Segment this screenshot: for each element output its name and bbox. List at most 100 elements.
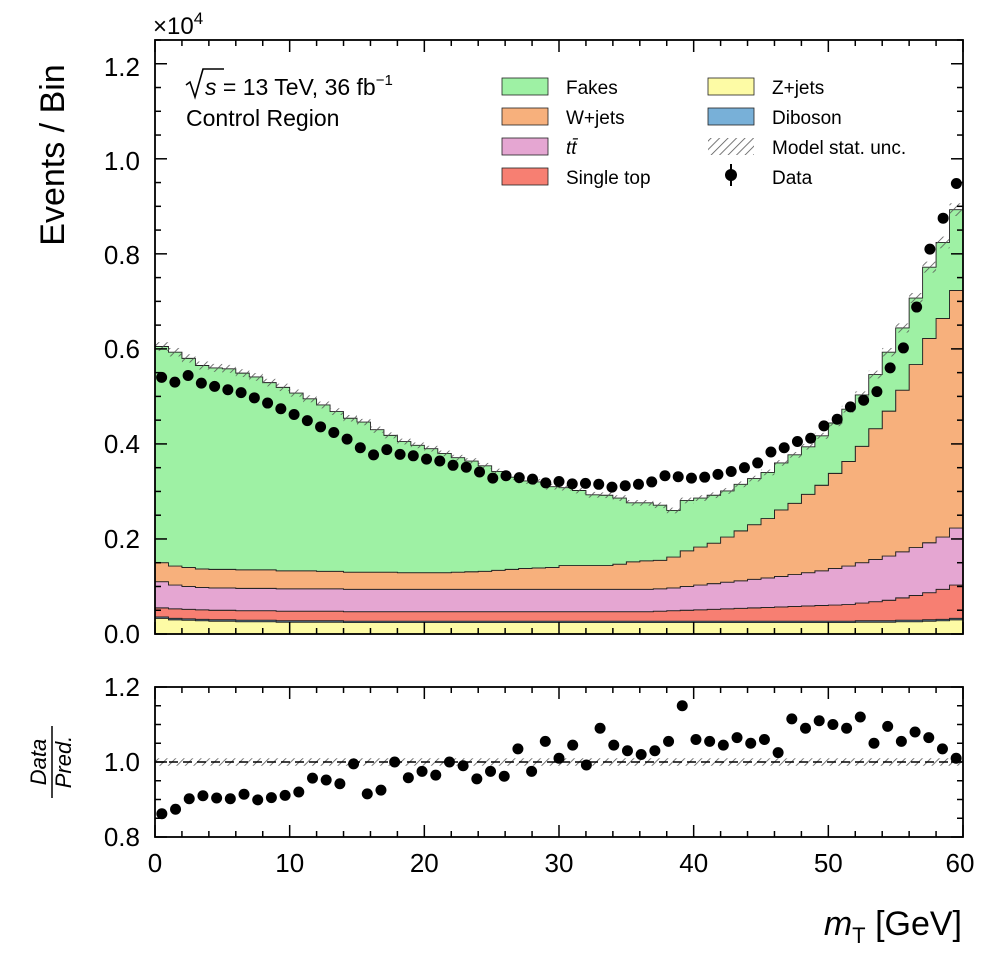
- data-point: [487, 472, 499, 484]
- model-unc-bin: [195, 361, 209, 370]
- model-unc-bin: [572, 487, 586, 494]
- ratio-point: [663, 735, 675, 747]
- data-point: [315, 421, 327, 433]
- data-point: [169, 376, 181, 388]
- main-ytick-label: 0.2: [104, 524, 140, 554]
- model-unc-bin: [747, 475, 761, 482]
- legend-label-zjets: Z+jets: [772, 78, 824, 99]
- model-unc-bin: [585, 491, 600, 498]
- ratio-point: [512, 743, 524, 755]
- data-point: [646, 476, 658, 488]
- data-point: [606, 481, 618, 493]
- model-unc-bin: [181, 354, 196, 363]
- model-unc-bin: [303, 395, 317, 403]
- ratio-point: [526, 765, 538, 777]
- ratio-point: [936, 743, 948, 755]
- model-unc-bin: [370, 426, 384, 433]
- data-point: [222, 384, 234, 396]
- legend-label-wjets: W+jets: [566, 108, 625, 129]
- ratio-y-ticklabels: 0.8 1.0 1.2: [104, 672, 140, 852]
- xtick-label: 0: [148, 848, 162, 878]
- model-unc-bin: [882, 347, 896, 357]
- data-point: [195, 377, 207, 389]
- legend-label-single-top: Single top: [566, 168, 651, 189]
- model-unc-bin: [168, 347, 182, 357]
- model-unc-bin: [720, 488, 735, 494]
- data-point: [699, 471, 711, 483]
- data-point: [818, 420, 830, 432]
- data-point: [765, 446, 777, 458]
- main-ytick-label: 0.6: [104, 334, 140, 364]
- model-unc-bin: [410, 442, 425, 449]
- model-unc-bin: [909, 292, 923, 304]
- xtick-label: 10: [275, 848, 304, 878]
- data-point: [341, 433, 353, 445]
- ratio-ytick-label: 1.0: [104, 747, 140, 777]
- data-point: [540, 477, 552, 489]
- ratio-point: [841, 722, 853, 734]
- legend-label-model-unc: Model stat. unc.: [772, 138, 906, 159]
- model-unc-bin: [276, 383, 290, 392]
- ratio-point: [430, 769, 442, 781]
- data-point: [474, 466, 486, 478]
- ratio-point: [334, 778, 346, 790]
- ratio-point: [443, 756, 455, 768]
- model-unc-bin: [235, 369, 250, 378]
- ratio-point: [690, 734, 702, 745]
- xtick-label: 50: [814, 848, 843, 878]
- data-point: [752, 457, 764, 469]
- ratio-point: [923, 732, 935, 744]
- main-ytick-label: 0.8: [104, 240, 140, 270]
- ratio-point: [156, 808, 168, 820]
- ratio-point: [895, 735, 907, 747]
- data-point: [805, 432, 817, 444]
- ratio-point: [402, 772, 414, 784]
- annotation-region: Control Region: [186, 105, 339, 131]
- model-unc-bin: [357, 418, 371, 426]
- model-unc-bin: [774, 460, 788, 466]
- model-unc-bin: [895, 323, 910, 333]
- ratio-point: [170, 803, 182, 815]
- ratio-point: [279, 789, 291, 801]
- data-point: [579, 477, 591, 489]
- data-point: [288, 408, 300, 420]
- stacked-histogram: [155, 209, 963, 634]
- model-unc-bin: [289, 389, 304, 397]
- legend-label-data: Data: [772, 168, 813, 189]
- ratio-point: [594, 722, 606, 734]
- data-point: [421, 453, 433, 465]
- model-unc-bin: [949, 203, 963, 217]
- main-ytick-label: 0.4: [104, 429, 140, 459]
- model-unc-bin: [787, 451, 802, 458]
- data-point: [500, 470, 512, 482]
- model-unc-bin: [922, 261, 937, 273]
- model-unc-bin: [666, 507, 681, 514]
- xtick-label: 30: [545, 848, 574, 878]
- data-point: [394, 448, 406, 460]
- model-unc-bin: [761, 469, 775, 476]
- model-unc-bin: [316, 401, 331, 409]
- xtick-label: 40: [679, 848, 708, 878]
- y-multiplier: ×104: [153, 9, 203, 40]
- model-unc-bin: [451, 454, 465, 461]
- data-point: [738, 462, 750, 474]
- data-point: [884, 362, 896, 374]
- ratio-point: [717, 739, 729, 751]
- data-point: [156, 371, 168, 383]
- ratio-point: [211, 792, 223, 804]
- data-point: [182, 369, 194, 381]
- ratio-y-axis-label: Data Pred.: [26, 726, 76, 798]
- legend-swatch-ttbar: [501, 137, 549, 156]
- ratio-point: [306, 772, 318, 784]
- data-point: [632, 478, 644, 490]
- model-unc-bin: [424, 445, 438, 452]
- legend-label-diboson: Diboson: [772, 108, 842, 129]
- ratio-point: [457, 760, 469, 772]
- model-unc-bin: [478, 462, 492, 469]
- data-point: [937, 212, 949, 224]
- data-point: [778, 442, 790, 454]
- legend-label-ttbar: tt̄: [566, 138, 578, 159]
- legend-swatch-wjets: [501, 107, 549, 126]
- ratio-point: [813, 715, 825, 727]
